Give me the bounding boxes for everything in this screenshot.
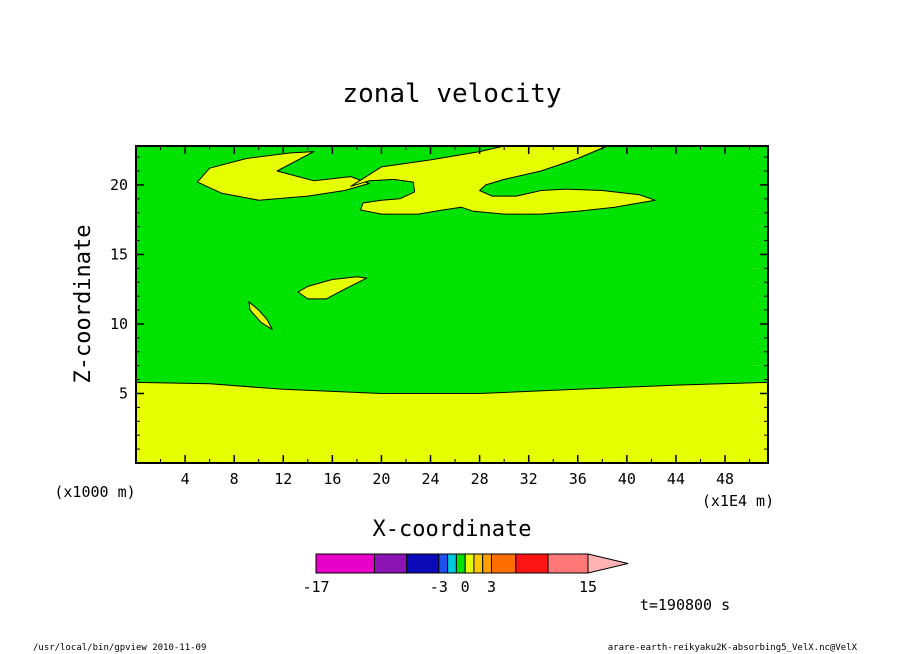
y-tick-label: 5: [119, 384, 128, 402]
x-tick-label: 40: [618, 470, 636, 488]
footer-left: /usr/local/bin/gpview 2010-11-09: [33, 643, 206, 653]
colorbar-segment: [455, 553, 466, 574]
contour-region-5: [248, 301, 273, 330]
y-axis-label: Z-coordinate: [71, 225, 96, 384]
colorbar-label: 3: [487, 578, 496, 596]
contour-regions: [135, 145, 769, 464]
contour-region-3: [350, 145, 656, 215]
x-tick-label: 4: [181, 470, 190, 488]
chart-title: zonal velocity: [342, 79, 561, 109]
x-tick-label: 20: [372, 470, 390, 488]
colorbar-segment: [447, 553, 457, 574]
colorbar-extend-arrow: [587, 553, 629, 574]
colorbar-segment: [490, 553, 517, 574]
x-tick-label: 48: [716, 470, 734, 488]
x-tick-label: 28: [471, 470, 489, 488]
colorbar-segment: [373, 553, 408, 574]
colorbar-label: 0: [461, 578, 470, 596]
colorbar-label: -3: [430, 578, 448, 596]
x-tick-label: 24: [421, 470, 439, 488]
colorbar-segment: [482, 553, 492, 574]
time-label: t=190800 s: [640, 596, 730, 614]
y-tick-label: 10: [110, 315, 128, 333]
contour-region-4: [297, 276, 368, 300]
colorbar-segment: [547, 553, 589, 574]
colorbar: -17 -3 0 3 15: [302, 553, 629, 596]
colorbar-segment: [406, 553, 440, 574]
footer-right: arare-earth-reikyaku2K-absorbing5_VelX.n…: [608, 643, 858, 653]
contour-region-2: [196, 151, 370, 201]
x-tick-label: 36: [569, 470, 587, 488]
x-tick-label: 8: [230, 470, 239, 488]
x-tick-label: 12: [274, 470, 292, 488]
x-tick-label: 32: [520, 470, 538, 488]
colorbar-segment: [438, 553, 449, 574]
x-tick-label: 44: [667, 470, 685, 488]
x-tick-label: 16: [323, 470, 341, 488]
y-tick-label: 20: [110, 176, 128, 194]
contour-region-1: [135, 381, 769, 464]
colorbar-segment: [464, 553, 475, 574]
colorbar-segment: [473, 553, 484, 574]
plot-frame: [135, 145, 769, 464]
x-axis-label: X-coordinate: [373, 517, 532, 542]
colorbar-segment: [515, 553, 549, 574]
x-unit-left: (x1000 m): [54, 483, 135, 501]
colorbar-label: 15: [579, 578, 597, 596]
x-unit-right: (x1E4 m): [702, 492, 774, 510]
x-axis: 4 8 12 16 20 24 28 32 36 40 44 48: [160, 146, 751, 488]
y-tick-label: 15: [110, 245, 128, 263]
colorbar-label: -17: [302, 578, 329, 596]
colorbar-segment: [315, 553, 375, 574]
y-axis: 5 10 15 20: [110, 156, 768, 450]
